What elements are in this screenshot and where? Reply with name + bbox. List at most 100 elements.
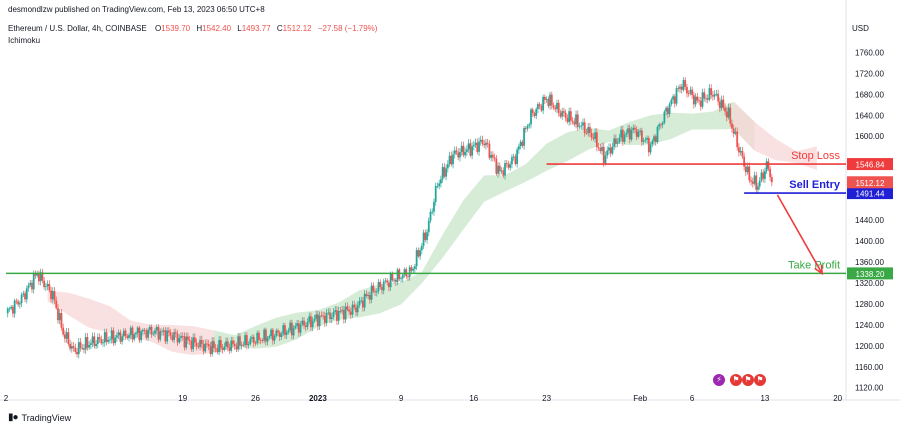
candle-body — [634, 127, 636, 130]
candle-body — [623, 134, 626, 142]
candle-body — [692, 95, 695, 105]
candle-body — [467, 143, 470, 150]
candle-body — [474, 142, 477, 146]
y-tick-label: 1360.00 — [855, 258, 884, 267]
flag-icon[interactable]: ⚑ — [730, 374, 742, 386]
candle-body — [436, 186, 439, 187]
candle-body — [299, 324, 302, 333]
candle-body — [294, 325, 297, 328]
candle-body — [129, 327, 132, 336]
candle-body — [244, 335, 247, 345]
candle-body — [597, 147, 600, 149]
candle-body — [259, 339, 262, 341]
tradingview-logo[interactable]: ▮● TradingView — [8, 412, 71, 423]
candle-body — [284, 325, 286, 335]
candle-body — [677, 88, 680, 90]
candle-body — [136, 327, 139, 333]
candle-body — [193, 337, 196, 343]
candle-body — [601, 146, 603, 152]
candle-body — [351, 304, 354, 315]
candle-body — [687, 93, 690, 95]
y-tick-label: 1720.00 — [855, 69, 884, 78]
indicator-label[interactable]: Ichimoku — [8, 36, 41, 45]
candle-body — [592, 137, 595, 139]
candle-body — [479, 139, 482, 142]
symbol-title[interactable]: Ethereum / U.S. Dollar, 4h, COINBASE — [8, 24, 147, 33]
candle-body — [668, 104, 671, 114]
candle-body — [589, 127, 591, 133]
sell-entry-price-value: 1491.44 — [856, 190, 885, 199]
candle-body — [420, 245, 423, 251]
stop-loss-price-tag — [847, 158, 893, 171]
x-tick-label: 23 — [542, 394, 551, 403]
candle-body — [323, 316, 326, 323]
candle-body — [504, 163, 506, 176]
candle-body — [341, 310, 344, 312]
candle-body — [717, 93, 720, 102]
candle-body — [277, 330, 279, 333]
candle-body — [51, 291, 54, 300]
candle-body — [564, 112, 567, 118]
candle-body — [55, 300, 58, 309]
y-tick-label: 1320.00 — [855, 279, 884, 288]
candle-body — [119, 332, 122, 342]
candle-body — [464, 151, 467, 156]
candle-body — [762, 172, 765, 179]
candle-body — [233, 344, 236, 346]
candle-body — [414, 266, 416, 269]
candle-body — [744, 166, 747, 173]
candle-body — [734, 131, 737, 134]
change-value: −27.58 (−1.79%) — [317, 24, 378, 33]
candle-body — [10, 306, 13, 309]
candle-body — [50, 290, 52, 300]
low-value: 1493.77 — [241, 24, 271, 33]
candle-body — [720, 99, 723, 109]
candle-body — [185, 336, 188, 348]
candle-body — [285, 332, 288, 335]
candle-body — [455, 150, 458, 153]
candle-body — [381, 286, 383, 291]
take-profit-label: Take Profit — [788, 259, 840, 271]
candle-body — [209, 346, 212, 354]
candle-body — [457, 152, 460, 158]
candle-body — [644, 139, 647, 141]
tradingview-mark-icon: ▮● — [8, 412, 19, 423]
candle-body — [265, 329, 267, 342]
candle-body — [521, 141, 524, 146]
candle-body — [334, 310, 337, 313]
candle-body — [424, 232, 427, 240]
candle-body — [199, 339, 201, 348]
candle-body — [590, 132, 593, 138]
candle-body — [715, 93, 718, 95]
stop-loss-price-value: 1546.84 — [856, 161, 885, 170]
candle-body — [618, 137, 621, 143]
stop-loss-label: Stop Loss — [791, 150, 840, 162]
candle-body — [169, 332, 172, 336]
candle-body — [296, 323, 298, 326]
candle-body — [660, 124, 662, 126]
candle-body — [261, 340, 264, 341]
flag-icon[interactable]: ⚑ — [742, 374, 754, 386]
candle-body — [254, 343, 257, 344]
candle-body — [273, 335, 276, 341]
candle-body — [389, 273, 392, 288]
candle-body — [218, 340, 221, 353]
lightning-icon[interactable]: ⚡ — [713, 374, 725, 386]
candle-body — [476, 142, 479, 152]
candle-body — [46, 283, 49, 287]
candle-body — [460, 145, 463, 153]
candle-body — [746, 166, 749, 173]
candle-body — [348, 309, 350, 312]
candle-body — [8, 308, 11, 310]
candle-body — [6, 308, 9, 314]
candle-body — [187, 336, 189, 340]
candle-body — [712, 95, 714, 97]
candle-body — [43, 280, 46, 288]
candle-body — [445, 168, 447, 177]
candle-body — [743, 156, 746, 167]
flag-icon[interactable]: ⚑ — [754, 374, 766, 386]
candle-body — [213, 341, 215, 348]
candle-body — [226, 341, 229, 348]
candle-body — [517, 146, 520, 150]
